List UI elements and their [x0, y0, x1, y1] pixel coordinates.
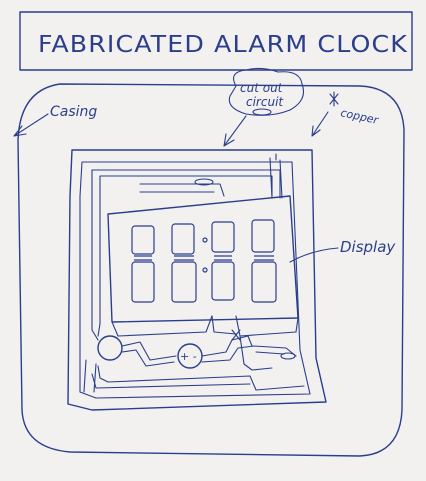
display-arrow: [289, 247, 339, 263]
trace-left-lower: [83, 285, 177, 393]
cutout-bubble: [228, 67, 305, 116]
display-panel-base: [111, 315, 299, 337]
circuit-component-left: [97, 335, 123, 361]
cutout-arrow: [223, 115, 247, 147]
casing-outline: [17, 83, 405, 457]
casing-arrow: [13, 113, 49, 137]
casing-label: Casing: [50, 104, 97, 120]
cutout-label-line2: circuit: [246, 95, 284, 109]
copper-arrow: [311, 111, 329, 137]
display-digit-2: [171, 223, 197, 303]
cutout-component-icon: [252, 108, 272, 116]
title-text: FABRICATED ALARM CLOCK: [38, 32, 408, 58]
connector-component: [280, 352, 296, 360]
display-label: Display: [340, 238, 396, 256]
trace-right: [269, 153, 283, 199]
title-box: [19, 11, 413, 71]
display-digit-3: [211, 221, 235, 301]
top-component: [194, 178, 214, 186]
copper-frame-inner: [79, 161, 311, 399]
trace-top-loop: [139, 183, 225, 197]
display-panel: [107, 195, 299, 323]
trace-right-lower: [201, 315, 297, 371]
trace-bottom: [91, 365, 305, 391]
connector-star-icon: [231, 329, 241, 341]
display-digit-4: [251, 219, 277, 303]
display-colon: [202, 237, 208, 273]
copper-star-icon: [329, 91, 339, 107]
copper-frame: [67, 149, 327, 411]
cutout-label-line1: cut out: [240, 81, 284, 95]
battery-sign: + -: [180, 350, 197, 363]
display-digit-1: [131, 225, 155, 303]
copper-label: copper: [339, 106, 380, 127]
trace-top: [91, 169, 281, 291]
